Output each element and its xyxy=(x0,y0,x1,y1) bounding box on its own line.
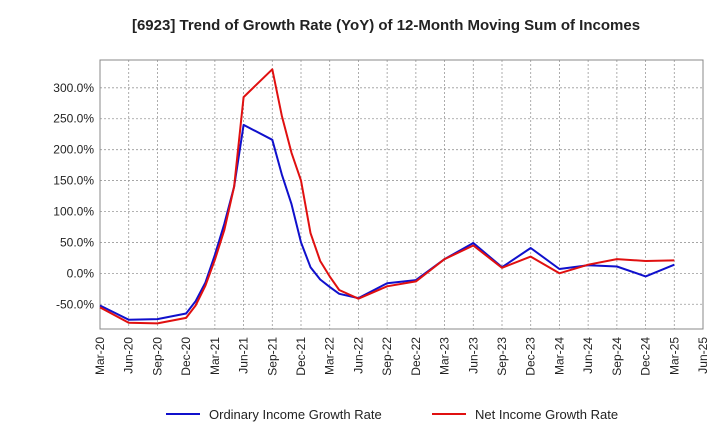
x-tick-label: Jun-22 xyxy=(351,337,365,374)
legend: Ordinary Income Growth Rate Net Income Gr… xyxy=(166,407,618,422)
x-tick-label: Sep-21 xyxy=(265,337,279,376)
y-tick-label: 300.0% xyxy=(53,81,94,95)
series-lines xyxy=(99,68,675,325)
plot-area xyxy=(99,59,704,330)
x-tick-label: Mar-21 xyxy=(208,337,222,375)
y-tick-label: 150.0% xyxy=(53,174,94,188)
x-tick-label: Jun-23 xyxy=(466,337,480,374)
gridlines xyxy=(99,60,704,329)
x-tick-label: Sep-23 xyxy=(495,337,509,376)
x-tick-label: Jun-20 xyxy=(122,337,136,374)
series-line xyxy=(99,68,675,325)
x-tick-label: Mar-24 xyxy=(552,337,566,375)
x-tick-label: Dec-21 xyxy=(294,337,308,376)
x-tick-label: Mar-25 xyxy=(667,337,681,375)
y-tick-label: 50.0% xyxy=(60,235,94,249)
x-axis: Mar-20 Jun-20 Sep-20 Dec-20 Mar-21 Jun-21 Sep-… xyxy=(93,337,710,376)
x-tick-label: Jun-21 xyxy=(237,337,251,374)
x-tick-label: Sep-24 xyxy=(610,337,624,376)
y-tick-label: 0.0% xyxy=(67,266,95,280)
series-line xyxy=(99,123,675,321)
legend-label: Net Income Growth Rate xyxy=(475,407,618,422)
y-tick-label: 100.0% xyxy=(53,205,94,219)
chart-title: [6923] Trend of Growth Rate (YoY) of 12-… xyxy=(132,17,640,34)
x-tick-label: Dec-20 xyxy=(179,337,193,376)
x-tick-label: Mar-23 xyxy=(438,337,452,375)
x-tick-label: Dec-24 xyxy=(639,337,653,376)
x-tick-label: Dec-23 xyxy=(524,337,538,376)
y-tick-label: 200.0% xyxy=(53,143,94,157)
x-tick-label: Jun-25 xyxy=(696,337,710,374)
y-axis: -50.0% 0.0% 50.0% 100.0% 150.0% 200.0% 250.0% 3… xyxy=(53,81,94,311)
x-tick-label: Jun-24 xyxy=(581,337,595,374)
x-tick-label: Dec-22 xyxy=(409,337,423,376)
x-tick-label: Sep-22 xyxy=(380,337,394,376)
y-tick-label: 250.0% xyxy=(53,112,94,126)
legend-label: Ordinary Income Growth Rate xyxy=(209,407,382,422)
x-tick-label: Sep-20 xyxy=(150,337,164,376)
x-tick-label: Mar-22 xyxy=(323,337,337,375)
y-tick-label: -50.0% xyxy=(56,297,94,311)
x-tick-label: Mar-20 xyxy=(93,337,107,375)
